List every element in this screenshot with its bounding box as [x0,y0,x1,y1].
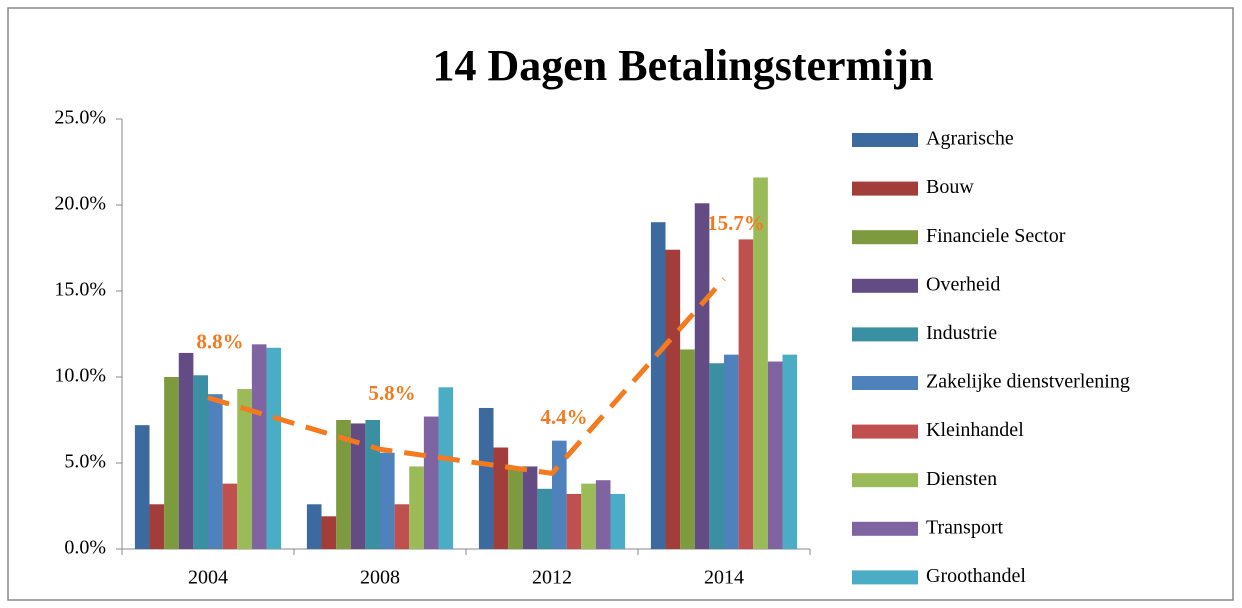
chart-border [7,7,1234,601]
bar [493,447,509,549]
bar [581,483,596,549]
legend-label: Agrarische [926,128,1014,150]
legend-label: Transport [926,516,1003,538]
bar [650,222,666,549]
bar [222,483,238,549]
y-tick-label: 0.0% [64,537,106,559]
legend-swatch [852,570,918,585]
bar [380,452,395,549]
average-value-label: 15.7% [707,211,765,235]
bar [566,493,582,549]
legend-swatch [852,133,918,147]
legend-swatch [852,181,918,196]
bar [724,354,739,549]
chart-title: 14 Dagen Betalingstermijn [432,41,933,90]
bar [409,466,424,549]
bar [266,347,282,549]
bar [350,423,366,549]
bar [694,203,710,549]
bar [251,344,267,549]
legend-swatch [852,521,918,536]
y-tick-label: 25.0% [54,107,106,129]
bar [552,440,567,549]
legend-label: Financiele Sector [926,225,1066,247]
bar [164,377,179,549]
legend-label: Diensten [926,468,997,490]
bar [665,249,681,549]
bar [321,516,337,549]
bar [595,480,611,549]
legend-label: Zakelijke dienstverlening [926,371,1130,393]
bar [738,239,754,549]
average-value-label: 5.8% [368,381,415,405]
y-tick-label: 10.0% [54,365,106,387]
bar [423,416,439,549]
legend-swatch [852,376,918,390]
bar [336,420,351,549]
legend-swatch [852,424,918,439]
bar [237,389,252,549]
legend-label: Kleinhandel [926,419,1024,441]
y-tick-label: 20.0% [54,193,106,215]
bar [767,361,783,549]
bar [522,466,538,549]
legend-swatch [852,278,918,293]
legend-label: Bouw [926,176,974,198]
bar [178,352,194,549]
bar [365,420,380,549]
legend-label: Overheid [926,273,1000,295]
bar [478,407,494,549]
bar [306,504,322,549]
legend-swatch [852,230,918,245]
bar [709,363,724,549]
bar [394,504,410,549]
legend-label: Groothandel [926,565,1026,587]
average-line [207,277,726,476]
x-tick-label: 2004 [188,567,228,589]
x-tick-label: 2014 [704,567,744,589]
x-tick-label: 2008 [360,567,400,589]
bar [537,488,552,549]
y-tick-label: 5.0% [64,451,106,473]
average-value-label: 4.4% [540,405,587,429]
legend-swatch [852,327,918,342]
bar [610,493,626,549]
average-value-label: 8.8% [196,329,243,353]
legend-label: Industrie [926,322,997,344]
bar [208,394,223,549]
y-tick-label: 15.0% [54,279,106,301]
bar [782,354,798,549]
bar [753,177,768,550]
legend-swatch [852,473,918,488]
bar [149,504,165,549]
bar [134,425,150,549]
x-tick-label: 2012 [532,567,572,589]
bar [193,375,208,549]
bar [680,349,695,549]
bar [438,387,454,549]
bar [508,466,523,549]
